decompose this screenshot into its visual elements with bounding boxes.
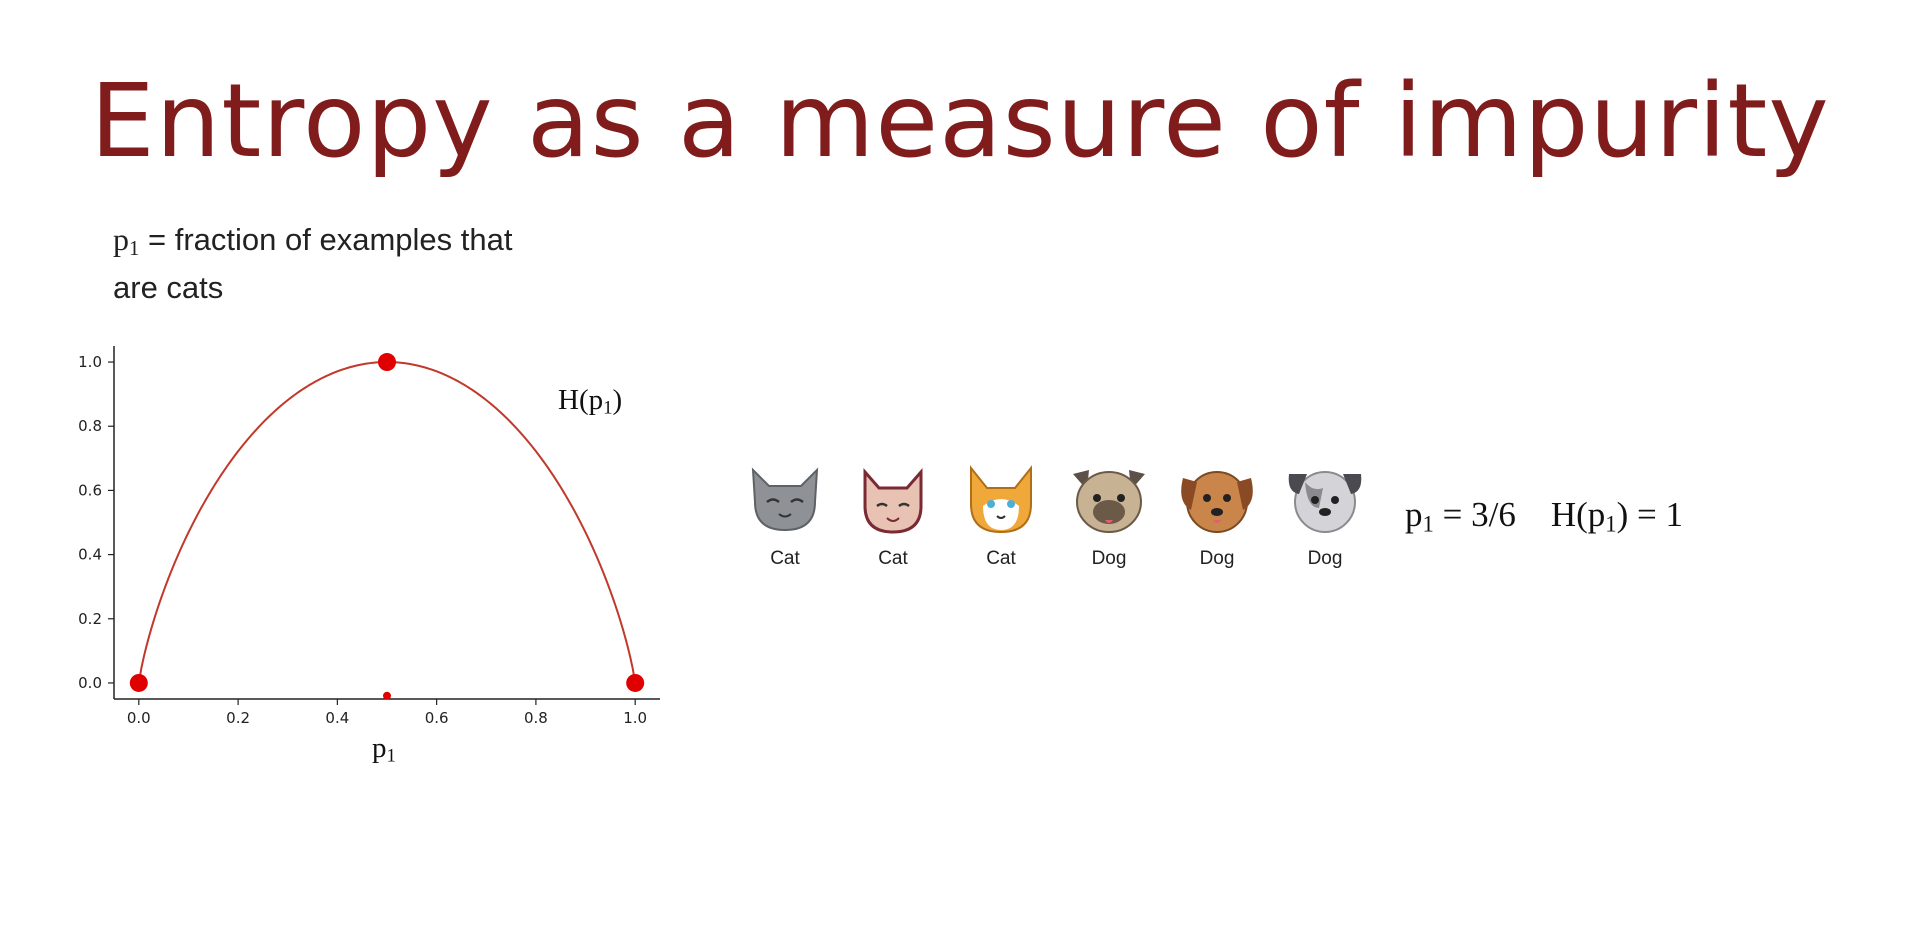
example-cat-1: Cat — [740, 462, 830, 570]
example-label: Cat — [770, 548, 800, 569]
x-tick-label: 0.6 — [425, 709, 449, 727]
curve-label: H(p1) — [558, 384, 623, 419]
example-cat-2: Cat — [848, 462, 938, 570]
x-tick-label: 0.2 — [226, 709, 250, 727]
example-label: Dog — [1199, 548, 1235, 569]
y-tick-label: 0.8 — [78, 417, 102, 435]
dog-brown-icon — [1181, 471, 1253, 533]
slide-title: Entropy as a measure of impurity — [90, 62, 1830, 181]
example-label: Cat — [986, 548, 1016, 569]
dog-gray-icon — [1288, 471, 1362, 533]
highlight-point — [378, 353, 396, 372]
p1-definition: p1 = fraction of examples that are cats — [113, 220, 512, 307]
highlight-point — [129, 673, 148, 692]
example-dog-2: Dog — [1172, 462, 1262, 570]
definition-line1: = fraction of examples that — [148, 222, 513, 257]
y-tick-label: 0.0 — [78, 674, 102, 692]
entropy-chart: 0.0 0.2 0.4 0.6 0.8 1.0 0.0 0.2 0.4 0.6 0.8 1.0 — [78, 346, 660, 727]
highlight-point — [626, 673, 645, 692]
example-label: Cat — [878, 548, 908, 569]
example-label: Dog — [1307, 548, 1343, 569]
example-dog-3: Dog — [1280, 462, 1370, 570]
example-cat-3: Cat — [956, 462, 1046, 570]
x-tick-label: 0.4 — [325, 709, 349, 727]
y-tick-label: 0.6 — [78, 481, 102, 499]
p1-symbol: p1 — [113, 221, 140, 261]
x-tick-label: 1.0 — [623, 709, 647, 727]
dog-pug-icon — [1073, 470, 1145, 533]
x-tick-label: 0.8 — [524, 709, 548, 727]
cat-orange-icon — [970, 465, 1032, 534]
y-tick-label: 1.0 — [78, 353, 102, 371]
p1-value: p1 = 3/6 — [1405, 495, 1516, 537]
y-tick-label: 0.4 — [78, 546, 102, 564]
entropy-formula: p1 = 3/6 H(p1) = 1 — [1405, 495, 1683, 538]
y-tick-label: 0.2 — [78, 610, 102, 628]
cat-pink-icon — [863, 468, 923, 534]
example-dog-1: Dog — [1064, 462, 1154, 570]
cat-gray-icon — [751, 467, 819, 532]
example-label: Dog — [1091, 548, 1127, 569]
definition-line2: are cats — [113, 270, 224, 306]
x-tick-label: 0.0 — [127, 709, 151, 727]
x-axis-label: p1 — [372, 732, 396, 767]
highlight-point — [383, 691, 391, 700]
h-value: H(p1) = 1 — [1550, 495, 1684, 537]
